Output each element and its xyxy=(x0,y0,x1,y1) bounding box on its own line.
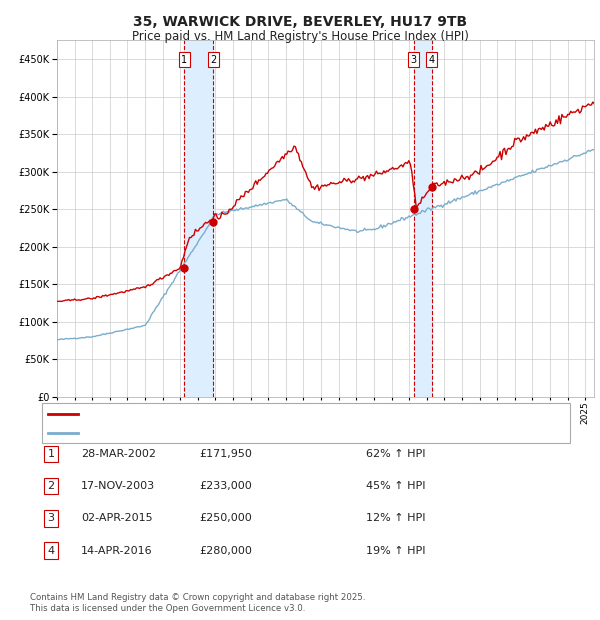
Text: 2: 2 xyxy=(210,55,217,65)
Text: 17-NOV-2003: 17-NOV-2003 xyxy=(81,481,155,491)
Text: HPI: Average price, detached house, East Riding of Yorkshire: HPI: Average price, detached house, East… xyxy=(84,428,400,438)
Text: £233,000: £233,000 xyxy=(199,481,252,491)
Text: £280,000: £280,000 xyxy=(199,546,252,556)
Text: 02-APR-2015: 02-APR-2015 xyxy=(81,513,152,523)
Text: 28-MAR-2002: 28-MAR-2002 xyxy=(81,449,156,459)
Text: 35, WARWICK DRIVE, BEVERLEY, HU17 9TB: 35, WARWICK DRIVE, BEVERLEY, HU17 9TB xyxy=(133,16,467,30)
Text: 1: 1 xyxy=(181,55,187,65)
Text: Contains HM Land Registry data © Crown copyright and database right 2025.
This d: Contains HM Land Registry data © Crown c… xyxy=(30,593,365,613)
Text: 62% ↑ HPI: 62% ↑ HPI xyxy=(366,449,425,459)
Text: 1: 1 xyxy=(47,449,55,459)
Bar xyxy=(413,40,431,397)
Text: 19% ↑ HPI: 19% ↑ HPI xyxy=(366,546,425,556)
Text: 2: 2 xyxy=(47,481,55,491)
Text: 4: 4 xyxy=(47,546,55,556)
Text: 12% ↑ HPI: 12% ↑ HPI xyxy=(366,513,425,523)
Text: 35, WARWICK DRIVE, BEVERLEY, HU17 9TB (detached house): 35, WARWICK DRIVE, BEVERLEY, HU17 9TB (d… xyxy=(84,409,403,419)
Bar xyxy=(184,40,214,397)
Text: 45% ↑ HPI: 45% ↑ HPI xyxy=(366,481,425,491)
Text: £171,950: £171,950 xyxy=(199,449,252,459)
Text: 3: 3 xyxy=(47,513,55,523)
Text: 3: 3 xyxy=(410,55,416,65)
Text: 4: 4 xyxy=(428,55,435,65)
Text: Price paid vs. HM Land Registry's House Price Index (HPI): Price paid vs. HM Land Registry's House … xyxy=(131,30,469,43)
Text: 14-APR-2016: 14-APR-2016 xyxy=(81,546,152,556)
Text: £250,000: £250,000 xyxy=(199,513,252,523)
